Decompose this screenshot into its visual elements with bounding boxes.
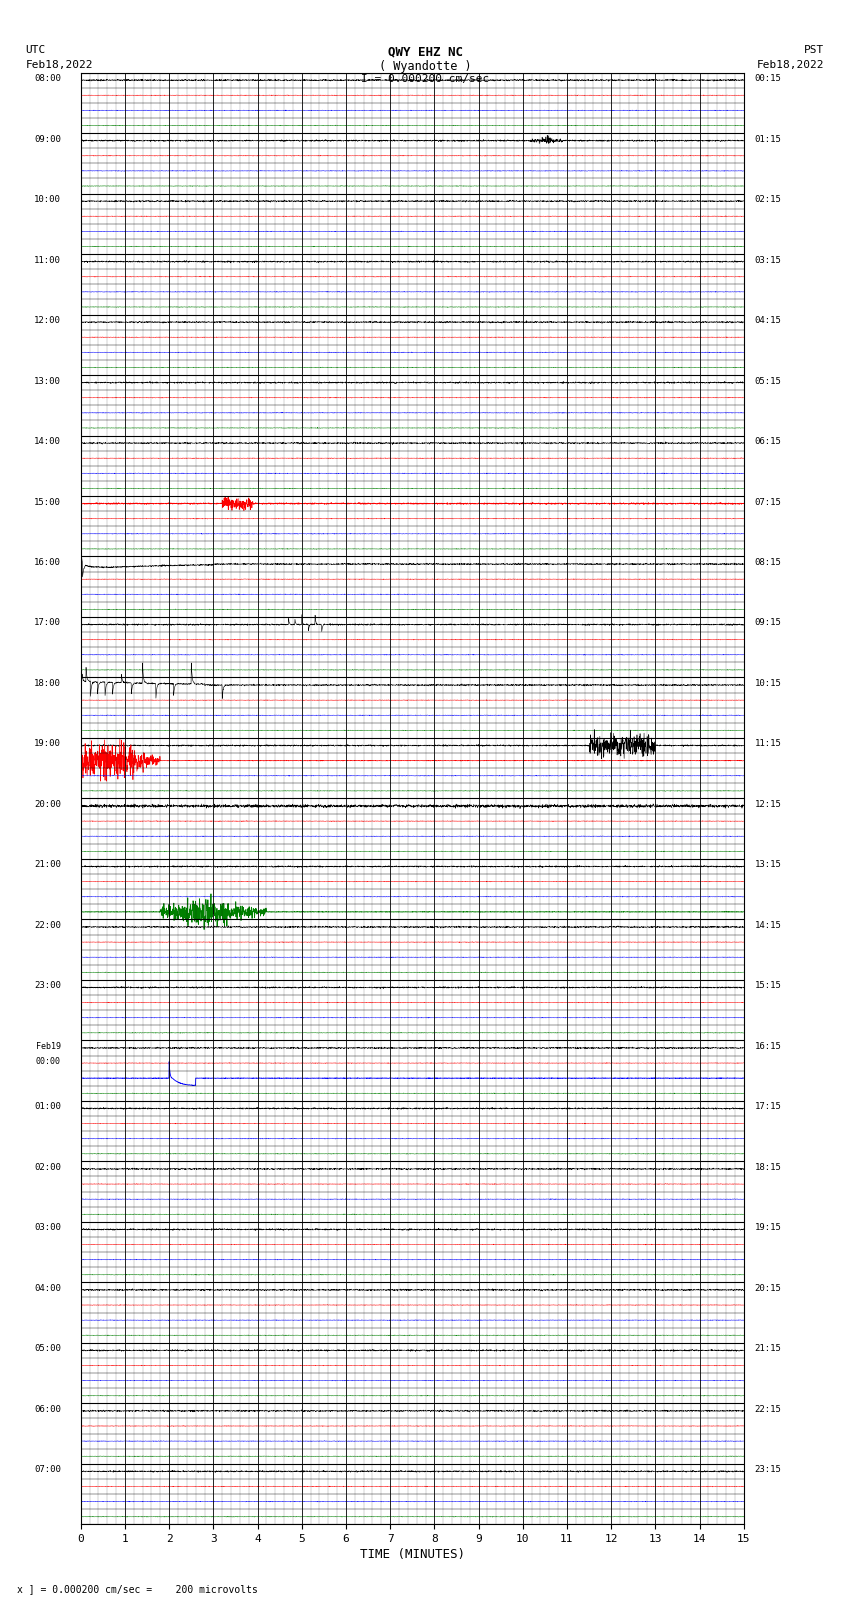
Text: 15:00: 15:00 — [34, 497, 61, 506]
Text: 10:15: 10:15 — [755, 679, 782, 689]
Text: ( Wyandotte ): ( Wyandotte ) — [379, 60, 471, 73]
Text: 22:00: 22:00 — [34, 921, 61, 931]
Text: 08:15: 08:15 — [755, 558, 782, 568]
Text: 17:00: 17:00 — [34, 618, 61, 627]
Text: 01:00: 01:00 — [34, 1102, 61, 1111]
Text: 21:00: 21:00 — [34, 860, 61, 869]
Text: 06:15: 06:15 — [755, 437, 782, 447]
Text: 19:00: 19:00 — [34, 739, 61, 748]
Text: 22:15: 22:15 — [755, 1405, 782, 1415]
Text: 19:15: 19:15 — [755, 1223, 782, 1232]
Text: 00:15: 00:15 — [755, 74, 782, 84]
Text: 07:00: 07:00 — [34, 1465, 61, 1474]
Text: 23:15: 23:15 — [755, 1465, 782, 1474]
Text: 11:15: 11:15 — [755, 739, 782, 748]
Text: 05:00: 05:00 — [34, 1344, 61, 1353]
Text: 18:00: 18:00 — [34, 679, 61, 689]
Text: 14:00: 14:00 — [34, 437, 61, 447]
Text: 04:15: 04:15 — [755, 316, 782, 326]
Text: 09:15: 09:15 — [755, 618, 782, 627]
Text: 23:00: 23:00 — [34, 981, 61, 990]
Text: PST: PST — [804, 45, 824, 55]
Text: 21:15: 21:15 — [755, 1344, 782, 1353]
Text: 10:00: 10:00 — [34, 195, 61, 205]
Text: QWY EHZ NC: QWY EHZ NC — [388, 45, 462, 58]
Text: 02:15: 02:15 — [755, 195, 782, 205]
Text: Feb18,2022: Feb18,2022 — [26, 60, 93, 69]
Text: 12:00: 12:00 — [34, 316, 61, 326]
Text: 08:00: 08:00 — [34, 74, 61, 84]
Text: 00:00: 00:00 — [36, 1057, 61, 1066]
Text: 13:15: 13:15 — [755, 860, 782, 869]
Text: 12:15: 12:15 — [755, 800, 782, 810]
Text: 11:00: 11:00 — [34, 255, 61, 265]
X-axis label: TIME (MINUTES): TIME (MINUTES) — [360, 1548, 465, 1561]
Text: I = 0.000200 cm/sec: I = 0.000200 cm/sec — [361, 74, 489, 84]
Text: 01:15: 01:15 — [755, 134, 782, 144]
Text: 20:00: 20:00 — [34, 800, 61, 810]
Text: 03:00: 03:00 — [34, 1223, 61, 1232]
Text: x ] = 0.000200 cm/sec =    200 microvolts: x ] = 0.000200 cm/sec = 200 microvolts — [17, 1584, 258, 1594]
Text: 16:00: 16:00 — [34, 558, 61, 568]
Text: 04:00: 04:00 — [34, 1284, 61, 1294]
Text: 18:15: 18:15 — [755, 1163, 782, 1173]
Text: 03:15: 03:15 — [755, 255, 782, 265]
Text: Feb19: Feb19 — [36, 1042, 61, 1052]
Text: 17:15: 17:15 — [755, 1102, 782, 1111]
Text: 14:15: 14:15 — [755, 921, 782, 931]
Text: 07:15: 07:15 — [755, 497, 782, 506]
Text: 13:00: 13:00 — [34, 376, 61, 386]
Text: 15:15: 15:15 — [755, 981, 782, 990]
Text: UTC: UTC — [26, 45, 46, 55]
Text: 20:15: 20:15 — [755, 1284, 782, 1294]
Text: Feb18,2022: Feb18,2022 — [757, 60, 824, 69]
Text: 16:15: 16:15 — [755, 1042, 782, 1052]
Text: 09:00: 09:00 — [34, 134, 61, 144]
Text: 06:00: 06:00 — [34, 1405, 61, 1415]
Text: 02:00: 02:00 — [34, 1163, 61, 1173]
Text: 05:15: 05:15 — [755, 376, 782, 386]
